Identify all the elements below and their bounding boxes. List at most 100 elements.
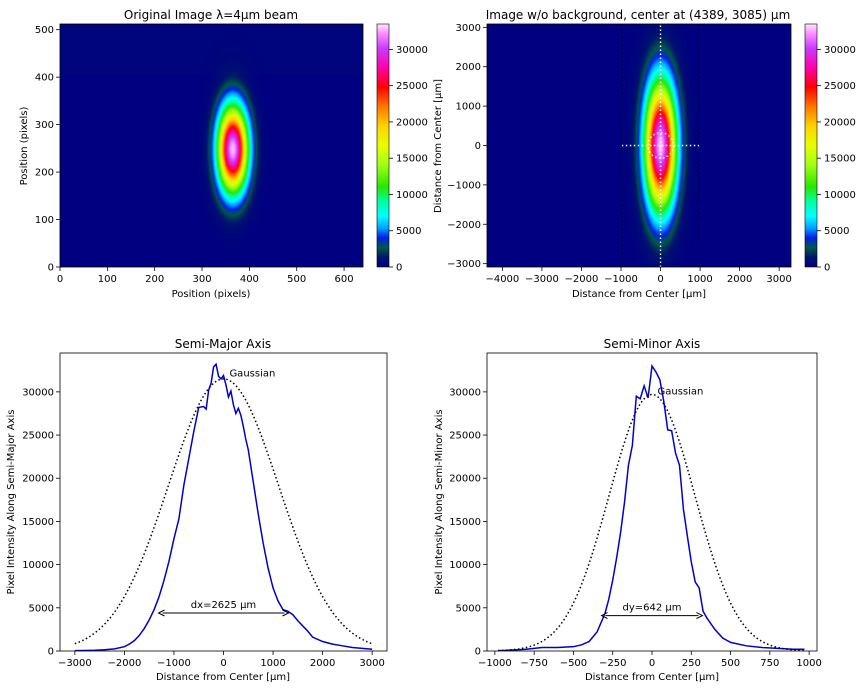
original-x-label: Position (pixels)	[172, 289, 251, 300]
original-y-tick-label: 200	[35, 168, 54, 179]
original-colorbar-tick-label: 5000	[396, 226, 421, 237]
centered-x-ticks: −4000 −3000 −2000 −1000 0 1000 2000 3000	[485, 267, 792, 285]
centered-x-tick-label: −4000	[485, 274, 519, 285]
semi-minor-y-tick-label: 15000	[449, 517, 481, 528]
semi-minor-series	[497, 363, 805, 651]
semi-major-x-ticks: −3000 −2000 −1000 0 1000 2000 3000	[58, 651, 385, 669]
centered-colorbar-tick-label: 30000	[824, 45, 856, 56]
centered-colorbar-tick-label: 5000	[824, 226, 849, 237]
original-colorbar-tick-label: 15000	[396, 154, 428, 165]
centered-colorbar-tick-label: 10000	[824, 190, 856, 201]
semi-minor-width-label: dy=642 µm	[622, 602, 681, 613]
original-y-ticks: 0 100 200 300 400 500	[35, 25, 60, 274]
semi-minor-y-tick-label: 5000	[456, 603, 481, 614]
original-plot-frame	[59, 23, 364, 268]
semi-major-gaussian-label: Gaussian	[229, 368, 275, 379]
semi-minor-y-label: Pixel Intensity Along Semi-Minor Axis	[434, 409, 445, 594]
centered-y-tick-label: 0	[475, 141, 481, 152]
semi-minor-x-tick-label: −500	[560, 658, 587, 669]
panel-original-image: Original Image λ=4µm beam 0 100 200 300 400 5…	[19, 8, 428, 300]
semi-minor-gaussian-label: Gaussian	[658, 386, 704, 397]
original-x-tick-label: 500	[287, 274, 306, 285]
semi-minor-x-tick-label: 500	[721, 658, 740, 669]
semi-major-series	[74, 362, 373, 651]
panel-original-title: Original Image λ=4µm beam	[124, 8, 298, 22]
semi-major-x-tick-label: −1000	[157, 658, 191, 669]
centered-colorbar-tick-label: 25000	[824, 81, 856, 92]
centered-colorbar-tick-label: 15000	[824, 154, 856, 165]
centered-y-tick-label: 1000	[456, 102, 481, 113]
original-x-tick-label: 0	[57, 274, 63, 285]
centered-y-tick-label: −1000	[447, 180, 481, 191]
semi-minor-gaussian-fit-line	[497, 393, 805, 651]
original-colorbar-ticks: 0 5000 10000 15000 20000 25000 30000	[389, 45, 428, 274]
original-y-tick-label: 100	[35, 215, 54, 226]
centered-colorbar-tick-label: 20000	[824, 117, 856, 128]
centered-x-tick-label: 2000	[727, 274, 752, 285]
semi-major-y-tick-label: 15000	[22, 517, 54, 528]
semi-major-x-tick-label: 2000	[310, 658, 335, 669]
centered-crosshair	[621, 24, 700, 267]
centered-x-tick-label: 0	[657, 274, 663, 285]
centered-x-tick-label: −2000	[565, 274, 599, 285]
semi-major-y-tick-label: 25000	[22, 431, 54, 442]
semi-minor-x-tick-label: 750	[760, 658, 779, 669]
original-heatmap-image	[60, 24, 363, 267]
centered-colorbar-ticks: 0 5000 10000 15000 20000 25000 30000	[817, 45, 856, 274]
original-y-tick-label: 500	[35, 25, 54, 36]
semi-major-y-tick-label: 30000	[22, 387, 54, 398]
semi-major-y-tick-label: 0	[48, 647, 54, 658]
semi-minor-y-tick-label: 30000	[449, 387, 481, 398]
semi-major-x-tick-label: −3000	[58, 658, 92, 669]
semi-major-arrowhead-left	[157, 609, 165, 617]
original-y-tick-label: 0	[48, 263, 54, 274]
original-x-ticks: 0 100 200 300 400 500 600	[57, 267, 354, 285]
semi-major-arrowhead-right	[282, 609, 290, 617]
semi-minor-x-tick-label: −250	[599, 658, 626, 669]
centered-y-tick-label: 3000	[456, 23, 481, 34]
centered-x-tick-label: −1000	[604, 274, 638, 285]
centered-colorbar-tick-label: 0	[824, 263, 830, 274]
semi-minor-arrowhead-left	[600, 612, 608, 620]
semi-major-x-tick-label: −2000	[107, 658, 141, 669]
original-x-tick-label: 200	[145, 274, 164, 285]
semi-minor-profile-line	[497, 363, 805, 651]
centered-x-tick-label: 3000	[766, 274, 791, 285]
panel-centered-title: Image w/o background, center at (4389, 3…	[486, 8, 791, 22]
original-colorbar-tick-label: 10000	[396, 190, 428, 201]
beam-ellipse	[647, 132, 674, 159]
original-colorbar-tick-label: 0	[396, 263, 402, 274]
centered-colorbar: 0 5000 10000 15000 20000 25000 30000	[804, 23, 856, 274]
original-x-tick-label: 300	[192, 274, 211, 285]
semi-major-gaussian-fit-line	[74, 378, 373, 645]
semi-minor-x-tick-label: −750	[520, 658, 547, 669]
panel-semi-minor: Semi-Minor Axis −1000 −750 −500 −250 0 250 500…	[434, 337, 822, 683]
semi-major-profile-line	[74, 362, 373, 651]
original-colorbar-fill	[376, 23, 390, 268]
semi-major-title: Semi-Major Axis	[175, 337, 271, 351]
centered-y-ticks: −3000 −2000 −1000 0 1000 2000 3000	[447, 23, 487, 270]
panel-semi-major: Semi-Major Axis −3000 −2000 −1000 0 1000 2000…	[6, 337, 388, 683]
semi-major-y-ticks: 0 5000 10000 15000 20000 25000 30000	[22, 387, 60, 658]
semi-minor-x-tick-label: −1000	[478, 658, 512, 669]
original-colorbar: 0 5000 10000 15000 20000 25000 30000	[376, 23, 428, 274]
centered-colorbar-fill	[804, 23, 818, 268]
centered-x-label: Distance from Center [µm]	[572, 289, 706, 300]
semi-minor-x-tick-label: 250	[682, 658, 701, 669]
centered-x-tick-label: 1000	[687, 274, 712, 285]
centered-y-tick-label: −2000	[447, 220, 481, 231]
original-y-label: Position (pixels)	[19, 107, 30, 186]
semi-minor-x-tick-label: 1000	[796, 658, 821, 669]
semi-minor-y-ticks: 0 5000 10000 15000 20000 25000 30000	[449, 387, 487, 658]
semi-minor-x-ticks: −1000 −750 −500 −250 0 250 500 750 1000	[478, 651, 822, 669]
semi-minor-arrowhead-right	[696, 612, 704, 620]
original-y-tick-label: 400	[35, 73, 54, 84]
original-y-tick-label: 300	[35, 120, 54, 131]
semi-major-y-tick-label: 5000	[29, 603, 54, 614]
semi-minor-x-label: Distance from Center [µm]	[585, 672, 719, 683]
semi-minor-title: Semi-Minor Axis	[604, 337, 701, 351]
semi-major-y-label: Pixel Intensity Along Semi-Major Axis	[6, 410, 17, 595]
semi-major-width-label: dx=2625 µm	[191, 600, 256, 611]
original-x-tick-label: 400	[240, 274, 259, 285]
